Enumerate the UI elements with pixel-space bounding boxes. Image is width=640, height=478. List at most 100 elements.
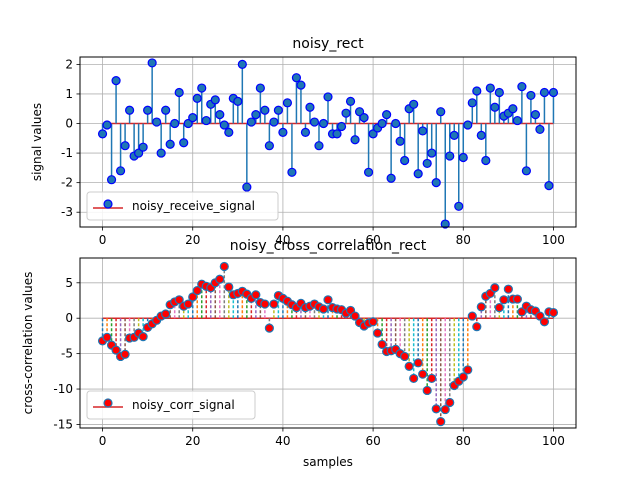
signal-y-tick-label: -2: [61, 176, 73, 190]
signal-data-point: [512, 115, 522, 126]
signal-data-point: [467, 98, 477, 108]
signal-legend-marker: [103, 199, 113, 209]
correlation-data-point: [269, 299, 279, 309]
correlation-data-point: [427, 373, 437, 384]
signal-data-point: [152, 117, 162, 127]
correlation-data-point: [188, 292, 198, 302]
signal-panel: noisy_rect 0 20 40 60 80 100 -3 -2 -1 0 1 2 signal…: [30, 36, 577, 247]
correlation-panel: noisy_cross_correlation_rect 0 20 40 60 80 10…: [21, 238, 577, 469]
signal-data-point: [120, 141, 130, 151]
correlation-data-point: [400, 351, 410, 362]
correlation-axes-frame: [79, 257, 577, 429]
correlation-data-point: [445, 397, 455, 408]
signal-data-point: [106, 175, 117, 185]
signal-data-point: [111, 76, 121, 86]
signal-data-point: [418, 126, 428, 136]
signal-data-point: [494, 87, 504, 98]
correlation-x-axis-label: samples: [303, 455, 353, 469]
correlation-data-point: [260, 299, 270, 309]
signal-y-ticks: -3 -2 -1 0 1 2: [61, 57, 80, 219]
correlation-data-point: [467, 311, 477, 321]
signal-data-point: [138, 142, 148, 152]
signal-y-tick-label: -3: [61, 205, 73, 219]
signal-data-point: [183, 118, 193, 129]
signal-data-point: [296, 80, 306, 90]
correlation-x-tick-label: 40: [275, 434, 290, 448]
signal-data-point: [115, 166, 126, 176]
correlation-data-point: [323, 295, 333, 305]
signal-data-point: [287, 167, 297, 177]
correlation-data-point: [183, 299, 193, 309]
correlation-data-point: [436, 417, 446, 427]
signal-data-point: [454, 201, 464, 211]
correlation-data-point: [215, 274, 225, 284]
signal-data-point: [102, 120, 112, 130]
signal-data-point: [197, 83, 207, 93]
signal-data-point: [409, 99, 419, 109]
correlation-data-point: [463, 365, 473, 375]
signal-data-point: [490, 102, 500, 112]
signal-data-point: [300, 127, 311, 137]
signal-data-point: [336, 121, 347, 132]
correlation-data-point: [499, 295, 509, 305]
correlation-data-point: [264, 323, 274, 333]
correlation-y-tick-label: 0: [65, 311, 73, 325]
correlation-data-point: [192, 285, 202, 296]
signal-data-point: [323, 92, 333, 102]
signal-data-point: [413, 169, 423, 179]
signal-data-point: [368, 129, 378, 139]
signal-x-tick-label: 20: [185, 233, 200, 247]
correlation-data-point: [377, 339, 387, 350]
signal-x-tick-label: 60: [365, 233, 380, 247]
signal-data-point: [318, 118, 329, 129]
signal-data-point: [233, 96, 243, 106]
signal-data-point: [508, 104, 518, 114]
signal-data-point: [463, 120, 473, 130]
signal-legend-label: noisy_receive_signal: [132, 199, 255, 213]
signal-data-point: [359, 113, 369, 123]
correlation-data-point: [120, 349, 130, 359]
signal-data-point: [188, 113, 198, 123]
signal-data-point: [485, 83, 495, 93]
signal-data-point: [526, 90, 536, 101]
signal-data-point: [436, 107, 446, 117]
correlation-legend: noisy_corr_signal: [86, 390, 256, 420]
signal-data-point: [449, 130, 459, 140]
signal-data-point: [269, 117, 279, 127]
signal-data-point: [476, 130, 486, 140]
signal-data-point: [350, 135, 360, 145]
signal-data-point: [165, 139, 175, 149]
correlation-data-point: [458, 372, 468, 382]
correlation-data-point: [404, 361, 414, 371]
correlation-y-tick-label: -10: [53, 382, 73, 396]
signal-data-point: [210, 95, 220, 105]
signal-data-point: [201, 115, 211, 126]
signal-y-tick-label: 0: [65, 117, 73, 131]
correlation-data-point: [111, 345, 121, 355]
signal-data-point: [458, 152, 468, 163]
correlation-data-point: [102, 332, 112, 342]
correlation-chart-title: noisy_cross_correlation_rect: [230, 238, 427, 254]
correlation-x-tick-label: 100: [542, 434, 565, 448]
correlation-data-point: [413, 358, 423, 368]
correlation-legend-label: noisy_corr_signal: [132, 398, 235, 412]
signal-data-point: [431, 178, 441, 188]
correlation-legend-box: [86, 390, 256, 420]
signal-data-point: [440, 219, 450, 229]
signal-data-point: [345, 96, 356, 106]
signal-data-point: [314, 141, 324, 151]
signal-data-point: [363, 167, 374, 177]
signal-data-point: [291, 73, 302, 83]
signal-data-point: [161, 105, 171, 115]
signal-data-point: [400, 155, 410, 166]
signal-x-tick-label: 0: [99, 233, 107, 247]
signal-data-point: [530, 110, 541, 120]
signal-data-point: [219, 120, 229, 130]
signal-data-point: [260, 105, 270, 115]
correlation-x-tick-label: 60: [365, 434, 380, 448]
correlation-data-point: [138, 332, 148, 342]
correlation-y-tick-label: 5: [65, 276, 73, 290]
signal-data-point: [309, 117, 320, 127]
signal-x-ticks: 0 20 40 60 80 100: [99, 227, 565, 247]
